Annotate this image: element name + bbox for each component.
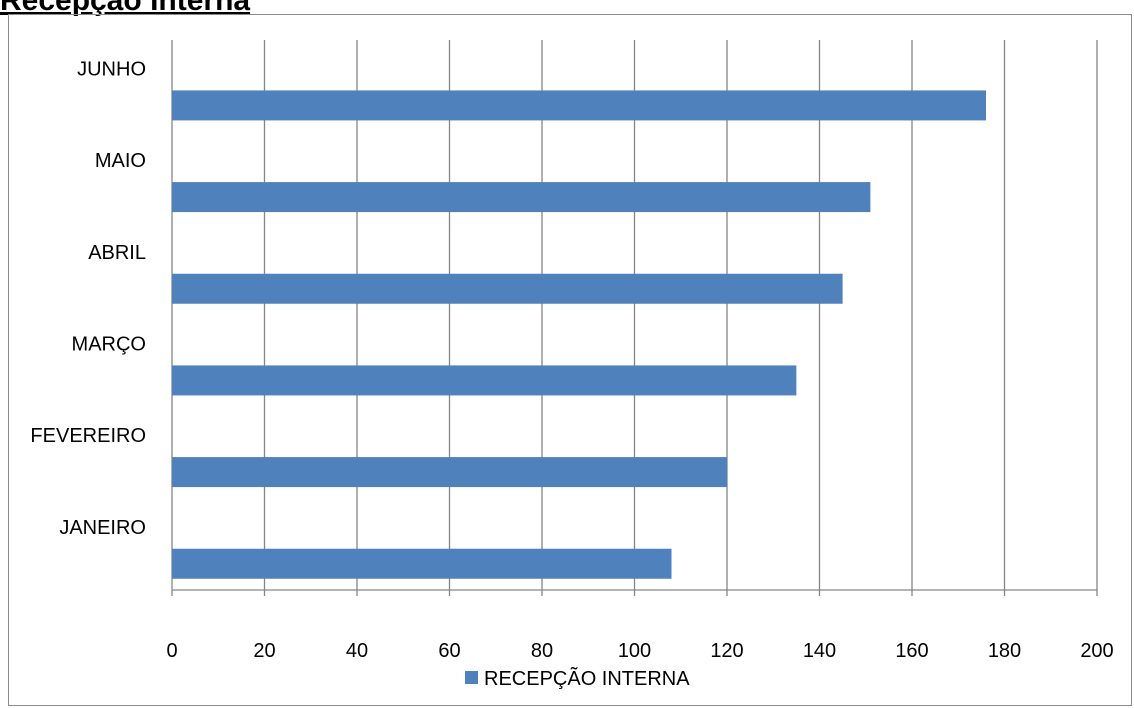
x-tick-label: 200: [1080, 640, 1113, 662]
bar: [172, 549, 672, 579]
gridlines: [172, 40, 1097, 596]
x-tick-label: 60: [438, 640, 460, 662]
bar: [172, 90, 986, 120]
bar: [172, 457, 727, 487]
legend-swatch: [465, 671, 478, 684]
bar: [172, 274, 843, 304]
bar: [172, 182, 870, 212]
x-tick-label: 80: [531, 640, 553, 662]
category-label: JANEIRO: [59, 517, 146, 539]
x-tick-label: 160: [895, 640, 928, 662]
legend: RECEPÇÃO INTERNA: [465, 666, 690, 690]
x-tick-label: 0: [166, 640, 177, 662]
category-label: JUNHO: [77, 58, 146, 80]
category-label: MARÇO: [72, 333, 146, 355]
x-tick-label: 180: [988, 640, 1021, 662]
bar: [172, 365, 796, 395]
legend-label: RECEPÇÃO INTERNA: [484, 666, 690, 690]
x-tick-label: 20: [253, 640, 275, 662]
x-tick-labels: 0 20 40 60 80 100 120 140 160 180 200: [166, 640, 1113, 662]
category-label: ABRIL: [88, 242, 146, 264]
category-label: MAIO: [95, 150, 146, 172]
x-tick-label: 120: [710, 640, 743, 662]
bars: [172, 90, 986, 578]
category-labels: JANEIRO FEVEREIRO MARÇO ABRIL MAIO JUNHO: [30, 58, 146, 538]
x-tick-label: 140: [803, 640, 836, 662]
x-tick-label: 100: [618, 640, 651, 662]
category-label: FEVEREIRO: [30, 425, 146, 447]
x-tick-label: 40: [346, 640, 368, 662]
